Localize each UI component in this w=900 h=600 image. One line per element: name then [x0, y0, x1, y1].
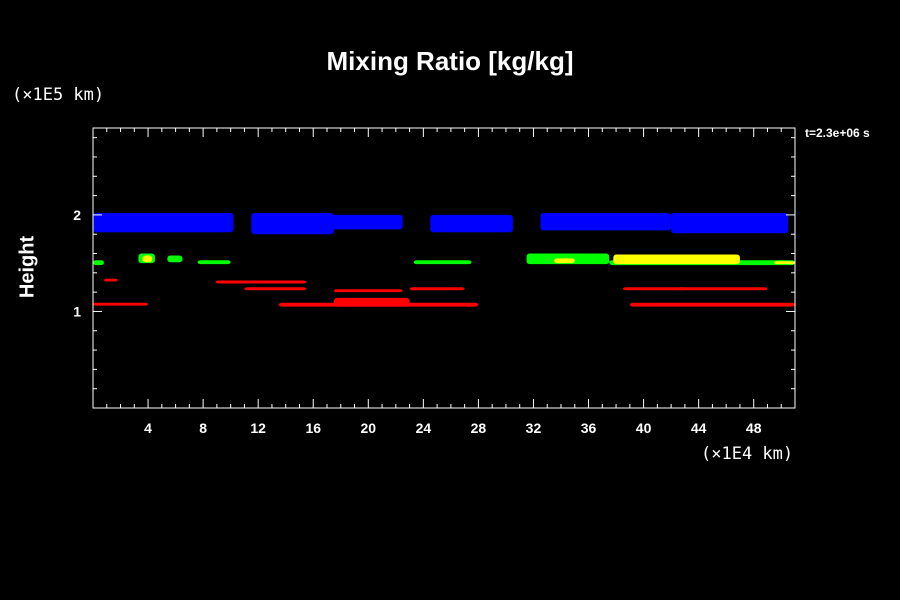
x-tick-label-44: 44	[691, 420, 707, 436]
x-tick-label-24: 24	[416, 420, 432, 436]
region-red-20	[333, 289, 403, 293]
region-yellow-13	[142, 255, 153, 263]
region-red-25	[622, 287, 685, 291]
region-yellow-14	[554, 258, 575, 264]
y-tick-label-1: 1	[73, 303, 81, 319]
x-axis-unit: (×1E4 km)	[701, 444, 794, 464]
region-yellow-16	[774, 261, 795, 265]
region-yellow-15	[613, 254, 740, 265]
region-green-9	[197, 260, 231, 265]
region-blue-5	[671, 212, 789, 234]
y-tick-label-2: 2	[73, 207, 81, 223]
region-red-17	[104, 278, 118, 282]
x-tick-label-4: 4	[144, 420, 152, 436]
x-tick-label-28: 28	[471, 420, 487, 436]
region-blue-4	[540, 212, 672, 231]
region-green-8	[167, 255, 183, 263]
x-tick-label-48: 48	[746, 420, 762, 436]
region-red-27	[629, 302, 795, 307]
chart-title: Mixing Ratio [kg/kg]	[326, 46, 574, 76]
region-blue-0	[93, 212, 234, 233]
region-red-24	[333, 297, 410, 307]
y-axis-unit: (×1E5 km)	[12, 85, 105, 105]
x-tick-label-8: 8	[199, 420, 207, 436]
region-red-26	[678, 287, 768, 291]
region-red-18	[215, 280, 307, 284]
x-tick-label-16: 16	[305, 420, 321, 436]
time-label: t=2.3e+06 s	[805, 126, 870, 140]
region-blue-2	[320, 214, 403, 230]
x-tick-label-20: 20	[361, 420, 377, 436]
region-blue-3	[430, 214, 513, 233]
region-green-6	[93, 260, 105, 266]
x-tick-label-12: 12	[250, 420, 266, 436]
x-tick-label-36: 36	[581, 420, 597, 436]
region-blue-1	[251, 212, 334, 235]
region-red-21	[409, 287, 465, 291]
plot-frame	[92, 127, 796, 409]
region-red-19	[244, 287, 307, 291]
x-tick-label-32: 32	[526, 420, 542, 436]
region-red-22	[93, 302, 149, 306]
region-green-10	[413, 260, 472, 265]
x-tick-label-40: 40	[636, 420, 652, 436]
